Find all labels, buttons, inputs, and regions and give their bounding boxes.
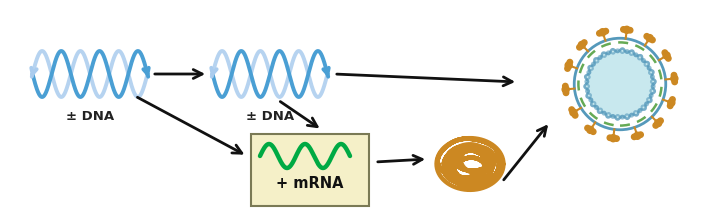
Circle shape <box>662 50 668 55</box>
Circle shape <box>607 135 612 141</box>
Circle shape <box>668 99 675 106</box>
Circle shape <box>563 83 568 89</box>
Circle shape <box>562 86 569 93</box>
Circle shape <box>663 52 670 59</box>
Circle shape <box>621 27 626 32</box>
Circle shape <box>614 136 619 141</box>
Circle shape <box>668 103 673 109</box>
Circle shape <box>597 31 602 36</box>
Circle shape <box>581 40 587 45</box>
Circle shape <box>587 126 594 133</box>
Circle shape <box>653 123 658 128</box>
Text: ± DNA: ± DNA <box>66 110 114 123</box>
Circle shape <box>634 132 641 139</box>
Circle shape <box>671 72 677 78</box>
Circle shape <box>603 28 609 34</box>
Circle shape <box>672 79 678 85</box>
Circle shape <box>650 37 655 43</box>
Circle shape <box>627 28 633 33</box>
Circle shape <box>599 29 606 36</box>
Circle shape <box>644 34 650 39</box>
Circle shape <box>585 125 590 131</box>
Circle shape <box>579 41 585 48</box>
Text: ± DNA: ± DNA <box>246 110 294 123</box>
Circle shape <box>671 75 678 82</box>
Circle shape <box>632 134 637 140</box>
Circle shape <box>646 35 653 42</box>
Circle shape <box>658 118 663 123</box>
FancyBboxPatch shape <box>251 134 369 206</box>
Circle shape <box>623 26 630 33</box>
Circle shape <box>572 113 578 118</box>
Circle shape <box>567 59 573 65</box>
Circle shape <box>591 129 596 134</box>
Text: + mRNA: + mRNA <box>276 176 343 192</box>
Circle shape <box>670 97 675 102</box>
Circle shape <box>655 119 662 127</box>
Circle shape <box>609 135 617 142</box>
Circle shape <box>565 62 572 69</box>
Circle shape <box>570 109 577 116</box>
Circle shape <box>576 45 582 50</box>
Circle shape <box>638 132 643 137</box>
Circle shape <box>587 50 654 118</box>
Circle shape <box>665 56 671 61</box>
Circle shape <box>565 66 570 71</box>
Circle shape <box>564 90 569 95</box>
Circle shape <box>569 107 574 112</box>
